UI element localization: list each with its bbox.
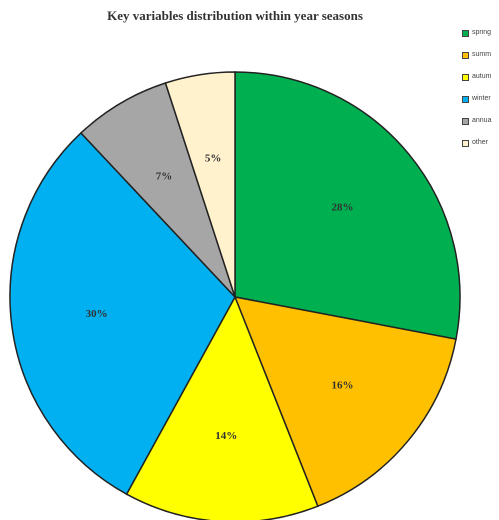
pie-slice-spring	[234, 71, 461, 341]
legend-swatch	[462, 29, 469, 37]
legend-label: annua	[472, 117, 492, 124]
slice-label-autum: 14%	[215, 430, 237, 442]
slice-label-summ: 16%	[331, 379, 353, 391]
legend-item-winter: winter	[462, 95, 499, 103]
legend-swatch	[462, 73, 469, 81]
legend-label: winter	[472, 95, 491, 102]
legend-item-other: other	[462, 139, 499, 147]
slice-label-other: 5%	[205, 153, 222, 165]
legend-item-annual: annua	[462, 117, 499, 125]
legend-swatch	[462, 51, 469, 59]
legend-label: spring	[472, 29, 492, 36]
legend-label: summ	[472, 51, 492, 58]
slice-label-winter: 30%	[86, 308, 108, 320]
legend-swatch	[462, 95, 469, 103]
pie-slice-summ	[233, 296, 457, 508]
legend-swatch	[462, 139, 469, 147]
legend-swatch	[462, 117, 469, 125]
pie-slice-winter	[9, 131, 236, 496]
legend-item-summer: summ	[462, 51, 499, 59]
pie-slice-other	[164, 71, 236, 298]
pie-slice-autum	[125, 295, 319, 520]
chart-title: Key variables distribution within year s…	[107, 8, 363, 23]
legend: spring summ autum winter annua other	[462, 29, 499, 161]
legend-label: autum	[472, 73, 492, 80]
legend-item-spring: spring	[462, 29, 499, 37]
legend-item-autumn: autum	[462, 73, 499, 81]
slice-label-spring: 28%	[331, 202, 353, 214]
legend-label: other	[472, 139, 488, 146]
slice-label-annua: 7%	[156, 170, 173, 182]
